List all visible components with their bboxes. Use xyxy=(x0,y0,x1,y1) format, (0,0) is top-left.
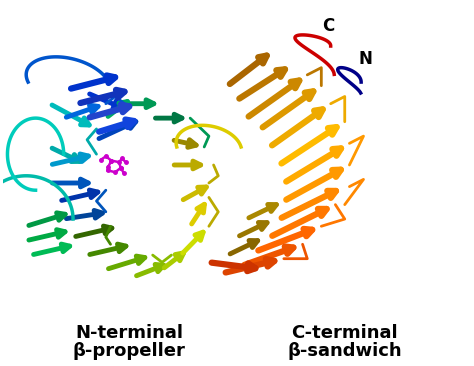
Text: β-propeller: β-propeller xyxy=(73,341,186,360)
Text: β-sandwich: β-sandwich xyxy=(287,341,402,360)
Text: C: C xyxy=(322,17,335,35)
Text: C-terminal: C-terminal xyxy=(292,324,398,341)
Text: N: N xyxy=(359,50,373,68)
Text: N-terminal: N-terminal xyxy=(75,324,183,341)
